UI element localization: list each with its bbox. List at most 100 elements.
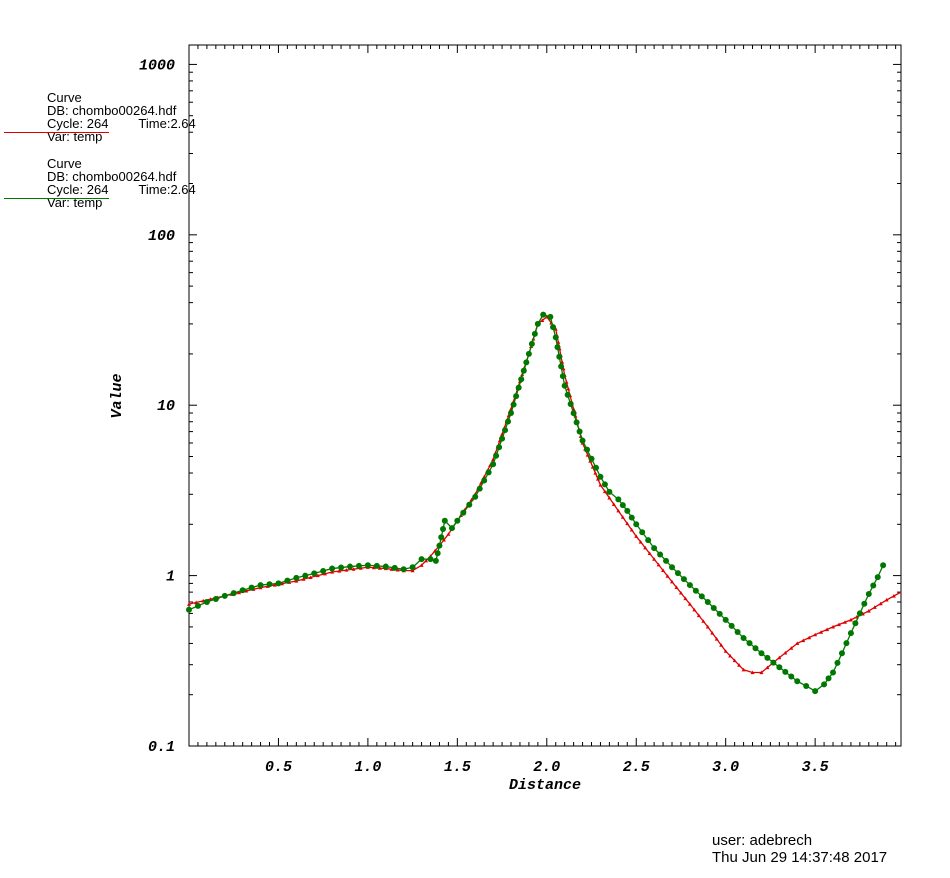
data-point <box>777 655 782 660</box>
data-point <box>825 675 832 682</box>
data-point <box>807 635 812 640</box>
data-point <box>436 542 443 549</box>
data-point <box>186 606 192 613</box>
series-1 <box>187 314 902 675</box>
data-point <box>441 537 446 542</box>
data-point <box>734 628 741 635</box>
data-point <box>812 688 819 695</box>
data-point <box>221 592 228 599</box>
data-point <box>558 363 565 370</box>
x-tick-label: 0.5 <box>265 759 292 776</box>
data-point <box>692 607 697 612</box>
data-point <box>801 638 806 643</box>
data-point <box>446 532 451 536</box>
data-point <box>561 382 568 389</box>
data-point <box>239 587 246 594</box>
data-point <box>337 569 342 573</box>
data-point <box>625 521 630 526</box>
data-point <box>550 324 557 331</box>
data-point <box>373 562 380 569</box>
data-point <box>410 568 415 573</box>
data-point <box>552 334 559 341</box>
data-point <box>597 473 604 480</box>
footer-timestamp: Thu Jun 29 14:37:48 2017 <box>712 849 888 866</box>
data-point <box>678 590 683 595</box>
data-point <box>344 568 349 572</box>
data-point <box>593 471 598 475</box>
y-tick-label: 1000 <box>139 57 175 74</box>
data-point <box>438 534 445 541</box>
data-point <box>765 665 770 670</box>
data-point <box>770 659 777 666</box>
data-point <box>704 598 711 605</box>
data-point <box>789 646 794 650</box>
data-point <box>698 593 705 600</box>
data-point <box>848 617 853 622</box>
data-point <box>257 582 264 589</box>
data-point <box>584 446 591 453</box>
data-point <box>633 521 640 528</box>
data-point <box>874 574 881 581</box>
data-point <box>716 610 723 617</box>
data-point <box>434 550 441 557</box>
data-point <box>838 650 845 657</box>
data-point <box>588 455 595 462</box>
x-tick-label: 2.0 <box>533 759 560 776</box>
data-point <box>454 517 461 524</box>
data-point <box>248 584 255 591</box>
series-2 <box>186 311 887 695</box>
data-point <box>737 663 742 667</box>
data-point <box>861 600 868 607</box>
y-tick-label: 0.1 <box>148 739 175 756</box>
data-point <box>212 595 219 602</box>
data-point <box>746 640 753 647</box>
data-point <box>652 557 657 561</box>
data-point <box>466 501 473 508</box>
data-point <box>510 401 517 408</box>
data-point <box>865 590 872 597</box>
data-point <box>595 477 600 481</box>
data-point <box>607 495 612 500</box>
data-point <box>891 594 896 598</box>
data-point <box>624 507 631 514</box>
data-point <box>460 509 467 516</box>
data-point <box>515 384 522 391</box>
series-line <box>188 313 884 692</box>
data-point <box>723 649 728 653</box>
data-point <box>419 563 424 567</box>
footer-user: user: adebrech <box>712 832 813 849</box>
legend-db: DB: chombo00264.hdf <box>47 169 177 184</box>
data-point <box>566 386 571 391</box>
legend-title: Curve <box>47 156 82 171</box>
data-point <box>448 525 455 532</box>
data-point <box>311 570 318 577</box>
data-point <box>315 573 320 578</box>
data-point <box>523 359 530 366</box>
data-point <box>576 428 583 435</box>
data-point <box>884 597 889 602</box>
footer: user: adebrech Thu Jun 29 14:37:48 2017 <box>712 832 887 866</box>
data-point <box>187 602 191 606</box>
x-axis: 0.5 1.0 1.5 2.0 2.5 3.0 3.5 <box>197 45 897 776</box>
data-point <box>320 567 327 574</box>
data-point <box>561 366 566 371</box>
data-point <box>293 574 300 581</box>
data-point <box>803 682 810 689</box>
data-point <box>752 645 759 652</box>
data-point <box>266 581 273 588</box>
y-axis-title: Value <box>109 373 126 418</box>
data-point <box>741 667 746 672</box>
data-point <box>643 545 648 550</box>
data-point <box>409 564 416 571</box>
data-point <box>740 635 747 642</box>
data-point <box>661 568 666 573</box>
data-point <box>400 566 407 573</box>
data-point <box>710 630 715 635</box>
data-point <box>880 562 887 569</box>
data-point <box>520 367 527 374</box>
data-point <box>656 562 661 567</box>
legend-entry-1: Curve DB: chombo00264.hdf Cycle: 264 Time… <box>4 91 196 143</box>
data-point <box>639 529 646 536</box>
legend-cycle: Cycle: 264 <box>47 182 109 197</box>
plot-frame <box>188 44 902 747</box>
